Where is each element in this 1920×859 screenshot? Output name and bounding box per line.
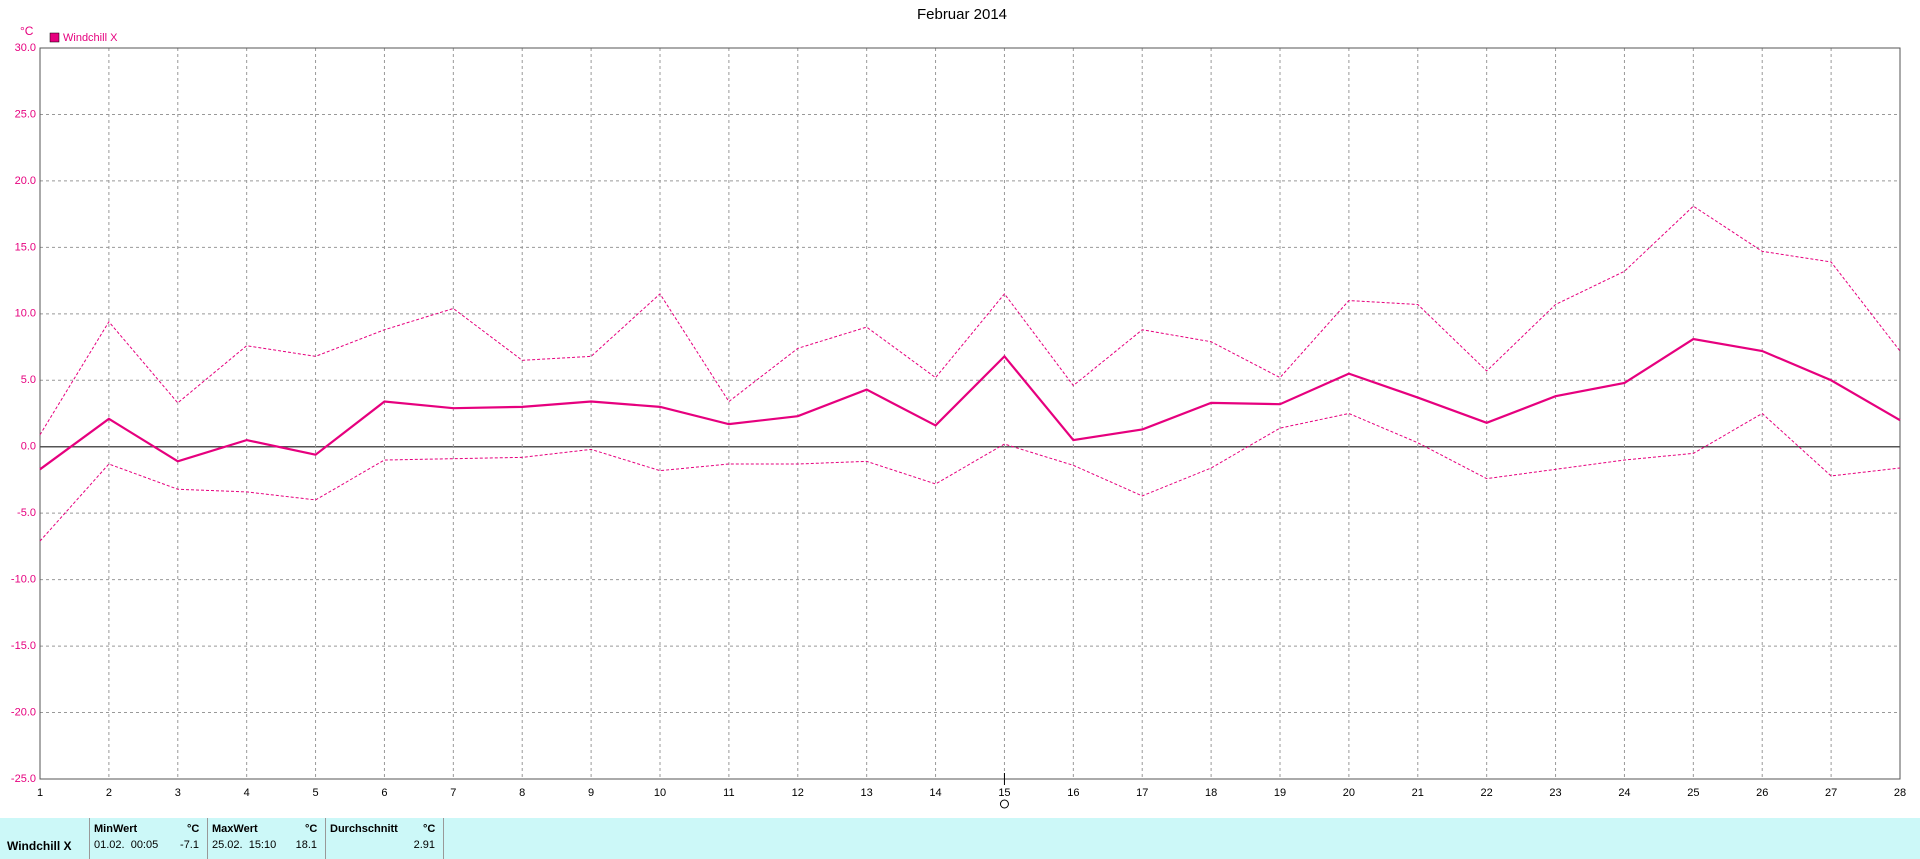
y-tick-label: 15.0 xyxy=(15,241,36,253)
x-tick-label: 18 xyxy=(1205,787,1217,799)
plot-frame xyxy=(39,47,1901,780)
column-header: MinWert xyxy=(94,823,138,835)
x-tick-label: 26 xyxy=(1756,787,1768,799)
chart: Februar 2014 °C -25.0 -20.0 -15.0 -10.0 -5.0… xyxy=(11,6,1906,809)
separator xyxy=(325,818,326,859)
x-tick-label: 28 xyxy=(1894,787,1906,799)
x-tick-label: 9 xyxy=(588,787,594,799)
x-tick-label: 24 xyxy=(1618,787,1630,799)
x-tick-label: 3 xyxy=(175,787,181,799)
y-tick-label: 30.0 xyxy=(15,42,36,54)
x-tick-label: 20 xyxy=(1343,787,1355,799)
y-tick-label: 20.0 xyxy=(15,175,36,187)
series-line xyxy=(39,337,1901,471)
series-line xyxy=(39,412,1901,542)
x-tick-label: 23 xyxy=(1549,787,1561,799)
x-tick-label: 22 xyxy=(1481,787,1493,799)
x-tick-label: 25 xyxy=(1687,787,1699,799)
column-unit: °C xyxy=(187,823,200,835)
x-tick-label: 16 xyxy=(1067,787,1079,799)
value-cell: 2.91 xyxy=(413,839,435,851)
y-tick-label: 25.0 xyxy=(15,108,36,120)
y-tick-label: 5.0 xyxy=(21,374,36,386)
column-unit: °C xyxy=(305,823,318,835)
column-unit: °C xyxy=(423,823,436,835)
x-tick-label: 6 xyxy=(381,787,387,799)
y-tick-label: 0.0 xyxy=(21,441,36,453)
x-tick-label: 17 xyxy=(1136,787,1148,799)
y-unit: °C xyxy=(20,24,34,38)
x-tick-label: 14 xyxy=(929,787,941,799)
x-tick-label: 5 xyxy=(312,787,318,799)
x-tick-label: 15 xyxy=(998,787,1010,799)
y-tick-label: -10.0 xyxy=(11,574,36,586)
separator xyxy=(443,818,444,859)
separator xyxy=(89,818,90,859)
separator xyxy=(207,818,208,859)
legend-label: Windchill X xyxy=(63,32,118,44)
x-tick-label: 21 xyxy=(1412,787,1424,799)
date-cell: 01.02. 00:05 xyxy=(94,839,159,851)
x-tick-label: 19 xyxy=(1274,787,1286,799)
x-tick-label: 10 xyxy=(654,787,666,799)
x-tick-label: 2 xyxy=(106,787,112,799)
chart-title: Februar 2014 xyxy=(917,6,1007,23)
x-tick-label: 1 xyxy=(37,787,43,799)
cursor-handle xyxy=(999,799,1009,809)
value-cell: -7.1 xyxy=(180,839,199,851)
x-tick-label: 8 xyxy=(519,787,525,799)
column-header: Durchschnitt xyxy=(330,823,398,835)
x-tick-label: 7 xyxy=(450,787,456,799)
x-tick-label: 11 xyxy=(723,787,734,799)
date-cell: 25.02. 15:10 xyxy=(212,839,277,851)
y-tick-label: -15.0 xyxy=(11,640,36,652)
value-cell: 18.1 xyxy=(295,839,317,851)
column-header: MaxWert xyxy=(212,823,258,835)
y-tick-label: 10.0 xyxy=(15,308,36,320)
y-tick-label: -25.0 xyxy=(11,773,36,785)
y-tick-label: -5.0 xyxy=(17,507,36,519)
x-tick-label: 4 xyxy=(244,787,250,799)
x-tick-label: 13 xyxy=(861,787,873,799)
stats-table: Windchill X MinWert °C 01.02. 00:05 -7.1 MaxW… xyxy=(0,818,1920,859)
x-tick-label: 27 xyxy=(1825,787,1837,799)
y-tick-label: -20.0 xyxy=(11,706,36,718)
series-line xyxy=(39,205,1901,436)
x-tick-label: 12 xyxy=(792,787,804,799)
legend-swatch xyxy=(49,32,60,43)
row-label: Windchill X xyxy=(7,839,72,853)
